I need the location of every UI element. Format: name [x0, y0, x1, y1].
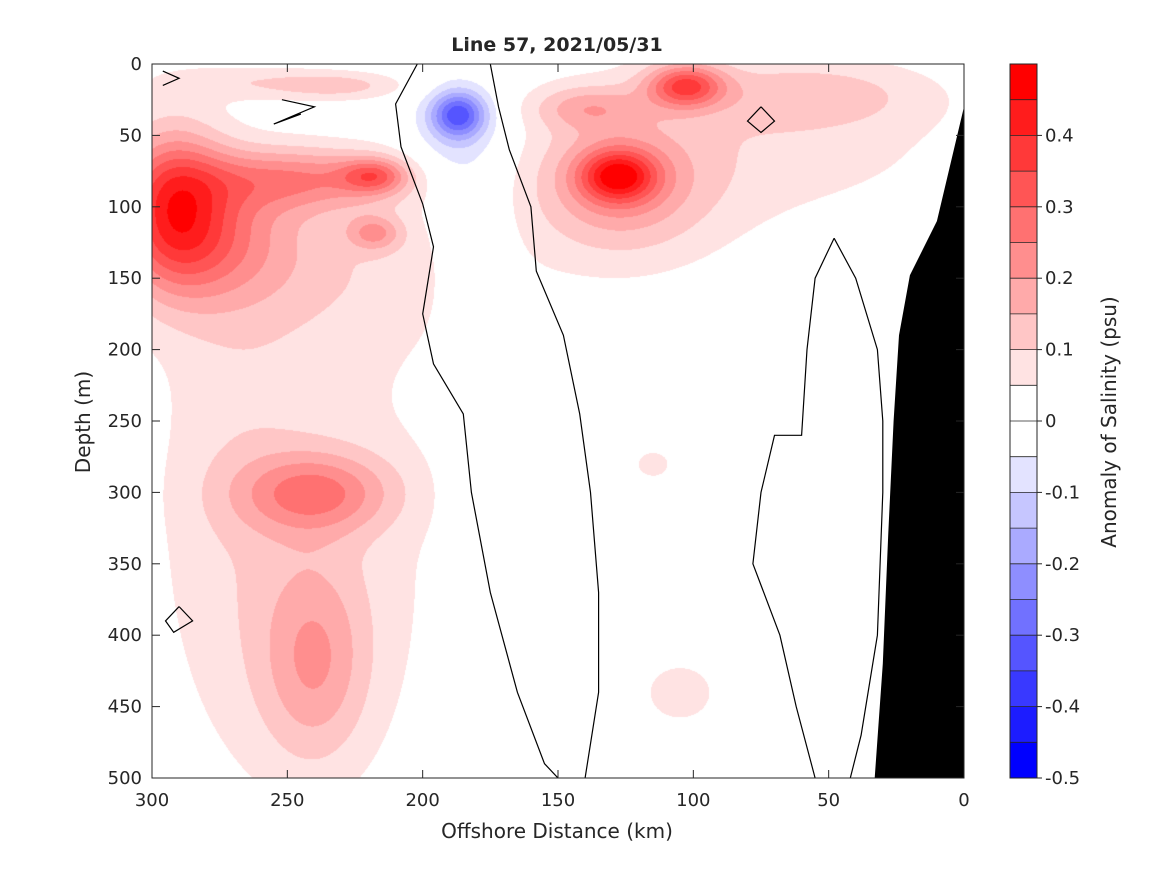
y-tick-label: 500: [108, 768, 142, 789]
colorbar-tick-label: -0.1: [1045, 482, 1080, 503]
zero-contour-7: [162, 70, 181, 86]
x-tick-label: 300: [135, 790, 169, 811]
y-tick-label: 450: [108, 697, 142, 718]
zero-contours: [162, 64, 884, 778]
y-tick-label: 250: [108, 411, 142, 432]
colorbar-tick-label: -0.2: [1045, 554, 1080, 575]
colorbar-tick-label: 0.3: [1045, 197, 1074, 218]
colorbar-tick-label: 0.4: [1045, 125, 1074, 146]
y-tick-label: 300: [108, 482, 142, 503]
colorbar-tick-label: 0.1: [1045, 340, 1074, 361]
zero-contour-6: [164, 606, 194, 634]
x-axis-ticks: 300 250 200 150 100 50 0: [135, 64, 970, 811]
colorbar-swatch: [1010, 742, 1037, 779]
colorbar-swatch: [1010, 456, 1037, 493]
colorbar-tick-label: -0.3: [1045, 625, 1080, 646]
zero-contour-5: [273, 99, 317, 125]
colorbar-swatch: [1010, 278, 1037, 315]
y-tick-label: 200: [108, 340, 142, 361]
colorbar-swatch: [1010, 64, 1037, 100]
y-tick-label: 100: [108, 197, 142, 218]
zero-contour-1: [489, 64, 600, 778]
colorbar-swatch: [1010, 528, 1037, 565]
colorbar-swatch: [1010, 706, 1037, 743]
x-axis-label: Offshore Distance (km): [441, 819, 673, 843]
colorbar-swatch: [1010, 492, 1037, 529]
colorbar-swatch: [1010, 670, 1037, 707]
colorbar-swatch: [1010, 171, 1037, 208]
plot-area: [152, 64, 964, 778]
zero-contour-0: [394, 64, 559, 778]
anomaly-raster: [152, 64, 964, 778]
x-tick-label: 0: [958, 790, 969, 811]
colorbar-swatch: [1010, 635, 1037, 672]
y-tick-label: 150: [108, 268, 142, 289]
y-tick-label: 0: [131, 54, 142, 75]
colorbar-swatch: [1010, 135, 1037, 172]
colorbar-tick-label: -0.5: [1045, 768, 1080, 789]
colorbar-swatch: [1010, 599, 1037, 636]
colorbar-swatch: [1010, 99, 1037, 136]
x-tick-label: 150: [541, 790, 575, 811]
colorbar-ticks: 0.4 0.3 0.2 0.1 0 -0.1 -0.2 -0.3 -0.4 -0.5: [1010, 63, 1080, 789]
x-tick-label: 100: [676, 790, 710, 811]
coastline-shelf: [874, 106, 964, 778]
salinity-anomaly-field: [152, 64, 964, 778]
colorbar-tick-label: 0.2: [1045, 268, 1074, 289]
colorbar-tick-label: 0: [1045, 411, 1056, 432]
colorbar-swatch: [1010, 349, 1037, 386]
y-tick-label: 50: [119, 125, 142, 146]
y-axis-ticks: 0 50 100 150 200 250 300 350 400 450 500: [108, 54, 964, 789]
colorbar-swatch: [1010, 206, 1037, 243]
zero-contour-2: [833, 237, 884, 778]
colorbar-swatch: [1010, 563, 1037, 600]
y-axis-label: Depth (m): [71, 371, 95, 473]
y-tick-label: 400: [108, 625, 142, 646]
colorbar-swatch: [1010, 385, 1037, 422]
y-tick-label: 350: [108, 554, 142, 575]
colorbar-tick-label: -0.4: [1045, 697, 1080, 718]
x-tick-label: 50: [817, 790, 840, 811]
x-tick-label: 250: [270, 790, 304, 811]
zero-contour-3: [752, 237, 835, 778]
chart-title: Line 57, 2021/05/31: [451, 34, 663, 56]
colorbar-swatch: [1010, 242, 1037, 279]
colorbar-label: Anomaly of Salinity (psu): [1097, 296, 1121, 547]
colorbar-swatch: [1010, 421, 1037, 457]
colorbar-swatch: [1010, 313, 1037, 350]
zero-contour-4: [746, 106, 776, 134]
x-tick-label: 200: [405, 790, 439, 811]
